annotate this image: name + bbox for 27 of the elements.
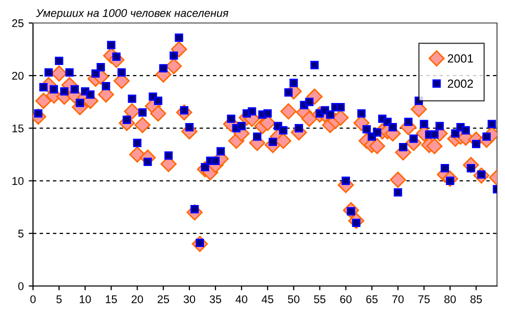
x-tick-label: 5 <box>56 295 62 304</box>
x-tick-label: 0 <box>30 295 36 304</box>
x-tick-label: 45 <box>262 295 274 304</box>
y-tick-label: 20 <box>12 72 24 80</box>
y-tick-label: 0 <box>18 282 24 290</box>
x-tick-label: 80 <box>444 295 456 304</box>
x-tick-label: 60 <box>340 295 352 304</box>
y-tick-label: 10 <box>12 177 24 185</box>
x-tick-label: 20 <box>132 295 144 304</box>
y-tick-label: 25 <box>12 19 24 28</box>
x-tick-label: 85 <box>470 295 482 304</box>
y-tick-label: 15 <box>12 124 24 132</box>
x-tick-label: 15 <box>106 295 117 304</box>
x-tick-label: 25 <box>158 295 170 304</box>
legend-label: 2002 <box>448 79 473 88</box>
x-tick-label: 35 <box>210 295 222 304</box>
x-tick-label: 70 <box>392 295 404 304</box>
x-tick-label: 40 <box>236 295 248 304</box>
x-tick-label: 50 <box>288 295 300 304</box>
chart-title: Умерших на 1000 человек населения <box>36 9 228 20</box>
x-tick-label: 65 <box>366 295 378 304</box>
x-tick-label: 10 <box>80 295 91 304</box>
y-tick-label: 5 <box>18 230 24 238</box>
legend-label: 2001 <box>448 54 473 63</box>
x-tick-label: 55 <box>314 295 326 304</box>
x-tick-label: 30 <box>184 295 196 304</box>
x-tick-label: 75 <box>418 295 430 304</box>
